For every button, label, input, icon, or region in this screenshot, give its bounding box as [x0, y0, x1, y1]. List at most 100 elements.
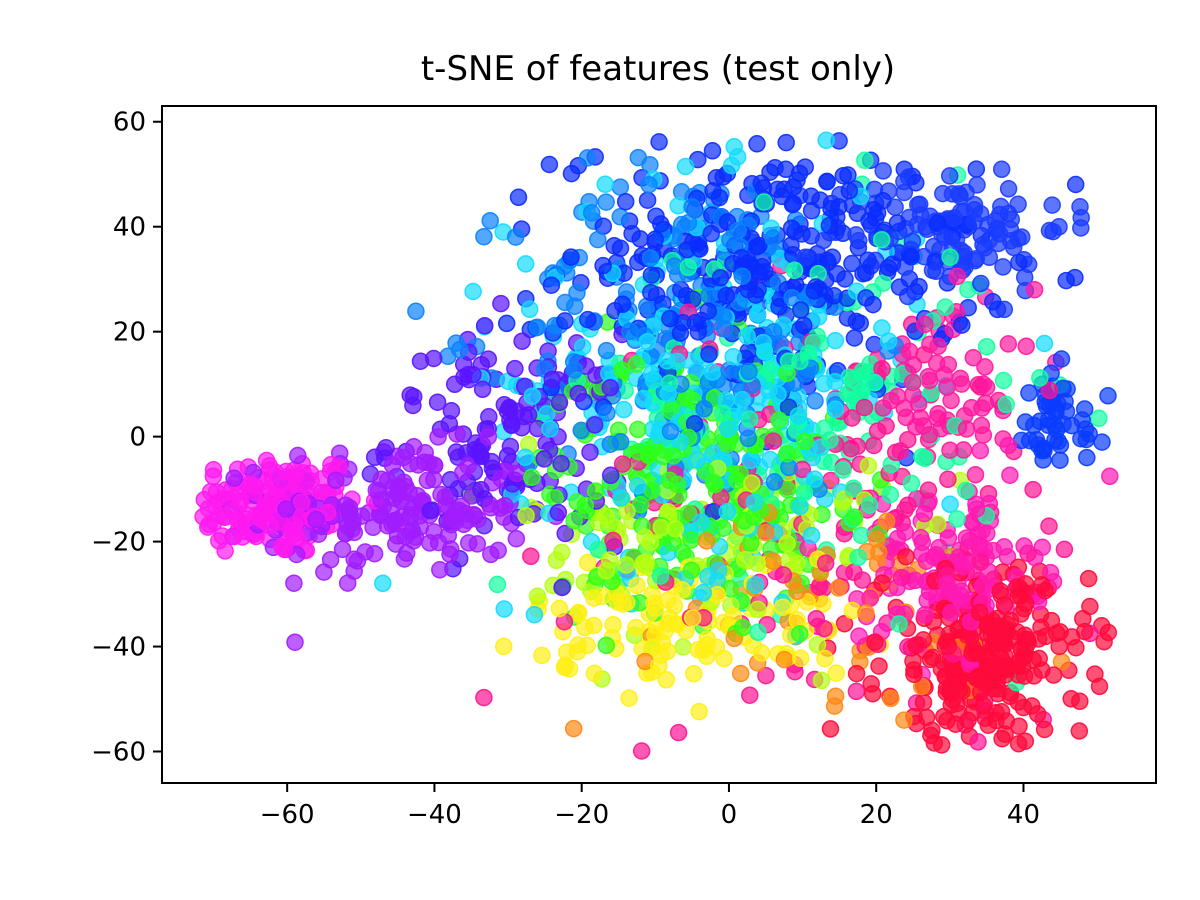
scatter-point [847, 226, 865, 244]
scatter-point [1031, 369, 1049, 387]
scatter-point [888, 529, 907, 548]
scatter-point [857, 604, 875, 622]
scatter-point [543, 370, 561, 389]
scatter-point [974, 577, 992, 596]
scatter-point [1078, 448, 1096, 467]
scatter-point [821, 720, 840, 738]
scatter-point [257, 451, 276, 470]
scatter-point [640, 175, 658, 194]
scatter-point [468, 535, 487, 553]
scatter-point [897, 547, 915, 566]
scatter-point [611, 178, 630, 196]
scatter-point [494, 637, 513, 656]
scatter-point [760, 361, 779, 380]
scatter-point [629, 420, 647, 439]
scatter-point [702, 224, 720, 243]
scatter-point [749, 623, 767, 642]
scatter-point [970, 603, 989, 622]
scatter-point [981, 651, 1000, 670]
scatter-point [365, 448, 384, 467]
scatter-point [915, 504, 934, 523]
scatter-point [556, 524, 574, 543]
scatter-point [424, 349, 443, 368]
scatter-point [400, 483, 418, 502]
scatter-point [796, 158, 814, 176]
scatter-point [881, 485, 900, 504]
scatter-point [873, 574, 891, 592]
scatter-point [840, 182, 859, 200]
scatter-point [421, 501, 440, 520]
scatter-point [1020, 384, 1038, 402]
scatter-point [973, 399, 991, 417]
scatter-point [791, 301, 810, 319]
scatter-point [586, 482, 605, 500]
scatter-point [971, 553, 990, 571]
scatter-point [820, 216, 839, 235]
x-tick-label: 20 [860, 800, 893, 830]
scatter-point [651, 567, 670, 585]
scatter-point [682, 531, 700, 549]
scatter-point [528, 318, 547, 336]
scatter-point [914, 693, 933, 712]
scatter-point [992, 160, 1011, 179]
scatter-point [775, 650, 794, 669]
scatter-point [920, 371, 939, 390]
scatter-point [697, 532, 716, 550]
scatter-point [852, 526, 871, 545]
scatter-point [1077, 430, 1095, 449]
scatter-point [808, 635, 827, 654]
scatter-point [715, 649, 733, 668]
scatter-point [1045, 416, 1064, 434]
scatter-point [1081, 597, 1099, 616]
scatter-point [628, 576, 646, 595]
scatter-point [436, 488, 454, 506]
scatter-point [237, 510, 256, 528]
scatter-point [939, 637, 958, 656]
scatter-point [972, 274, 990, 293]
scatter-point [835, 614, 854, 633]
scatter-point [789, 407, 808, 425]
scatter-point [826, 372, 844, 391]
scatter-point [564, 719, 583, 738]
scatter-point [669, 723, 688, 742]
plot-area [161, 105, 1157, 784]
scatter-point [879, 332, 898, 350]
scatter-point [507, 529, 526, 548]
scatter-point [1101, 467, 1119, 486]
scatter-point [642, 266, 661, 284]
scatter-point [902, 248, 920, 266]
scatter-point [600, 551, 619, 569]
scatter-point [520, 300, 539, 319]
scatter-point [716, 320, 734, 338]
scatter-point [429, 428, 447, 446]
scatter-point [755, 193, 773, 211]
scatter-point [845, 329, 864, 347]
scatter-point [969, 733, 987, 751]
scatter-point [802, 201, 821, 220]
scatter-point [830, 198, 848, 216]
scatter-point [615, 400, 633, 419]
scatter-point [628, 477, 647, 495]
scatter-point [953, 316, 971, 334]
scatter-point [980, 248, 999, 267]
scatter-point [733, 390, 752, 409]
scatter-point [796, 432, 814, 451]
scatter-point [764, 552, 782, 571]
scatter-point [945, 209, 963, 227]
scatter-point [631, 230, 649, 248]
scatter-point [657, 671, 676, 689]
scatter-point [1071, 692, 1089, 711]
scatter-point [984, 293, 1002, 311]
scatter-point [475, 316, 494, 335]
scatter-point [596, 175, 614, 194]
scatter-point [936, 228, 954, 247]
scatter-point [853, 571, 872, 589]
scatter-point [1035, 334, 1054, 353]
scatter-point [616, 192, 635, 211]
scatter-point [627, 618, 645, 637]
scatter-point [683, 609, 702, 627]
y-tick-label: −20 [91, 528, 146, 558]
scatter-point [285, 574, 303, 592]
scatter-point [839, 166, 857, 184]
scatter-point [1079, 569, 1098, 588]
